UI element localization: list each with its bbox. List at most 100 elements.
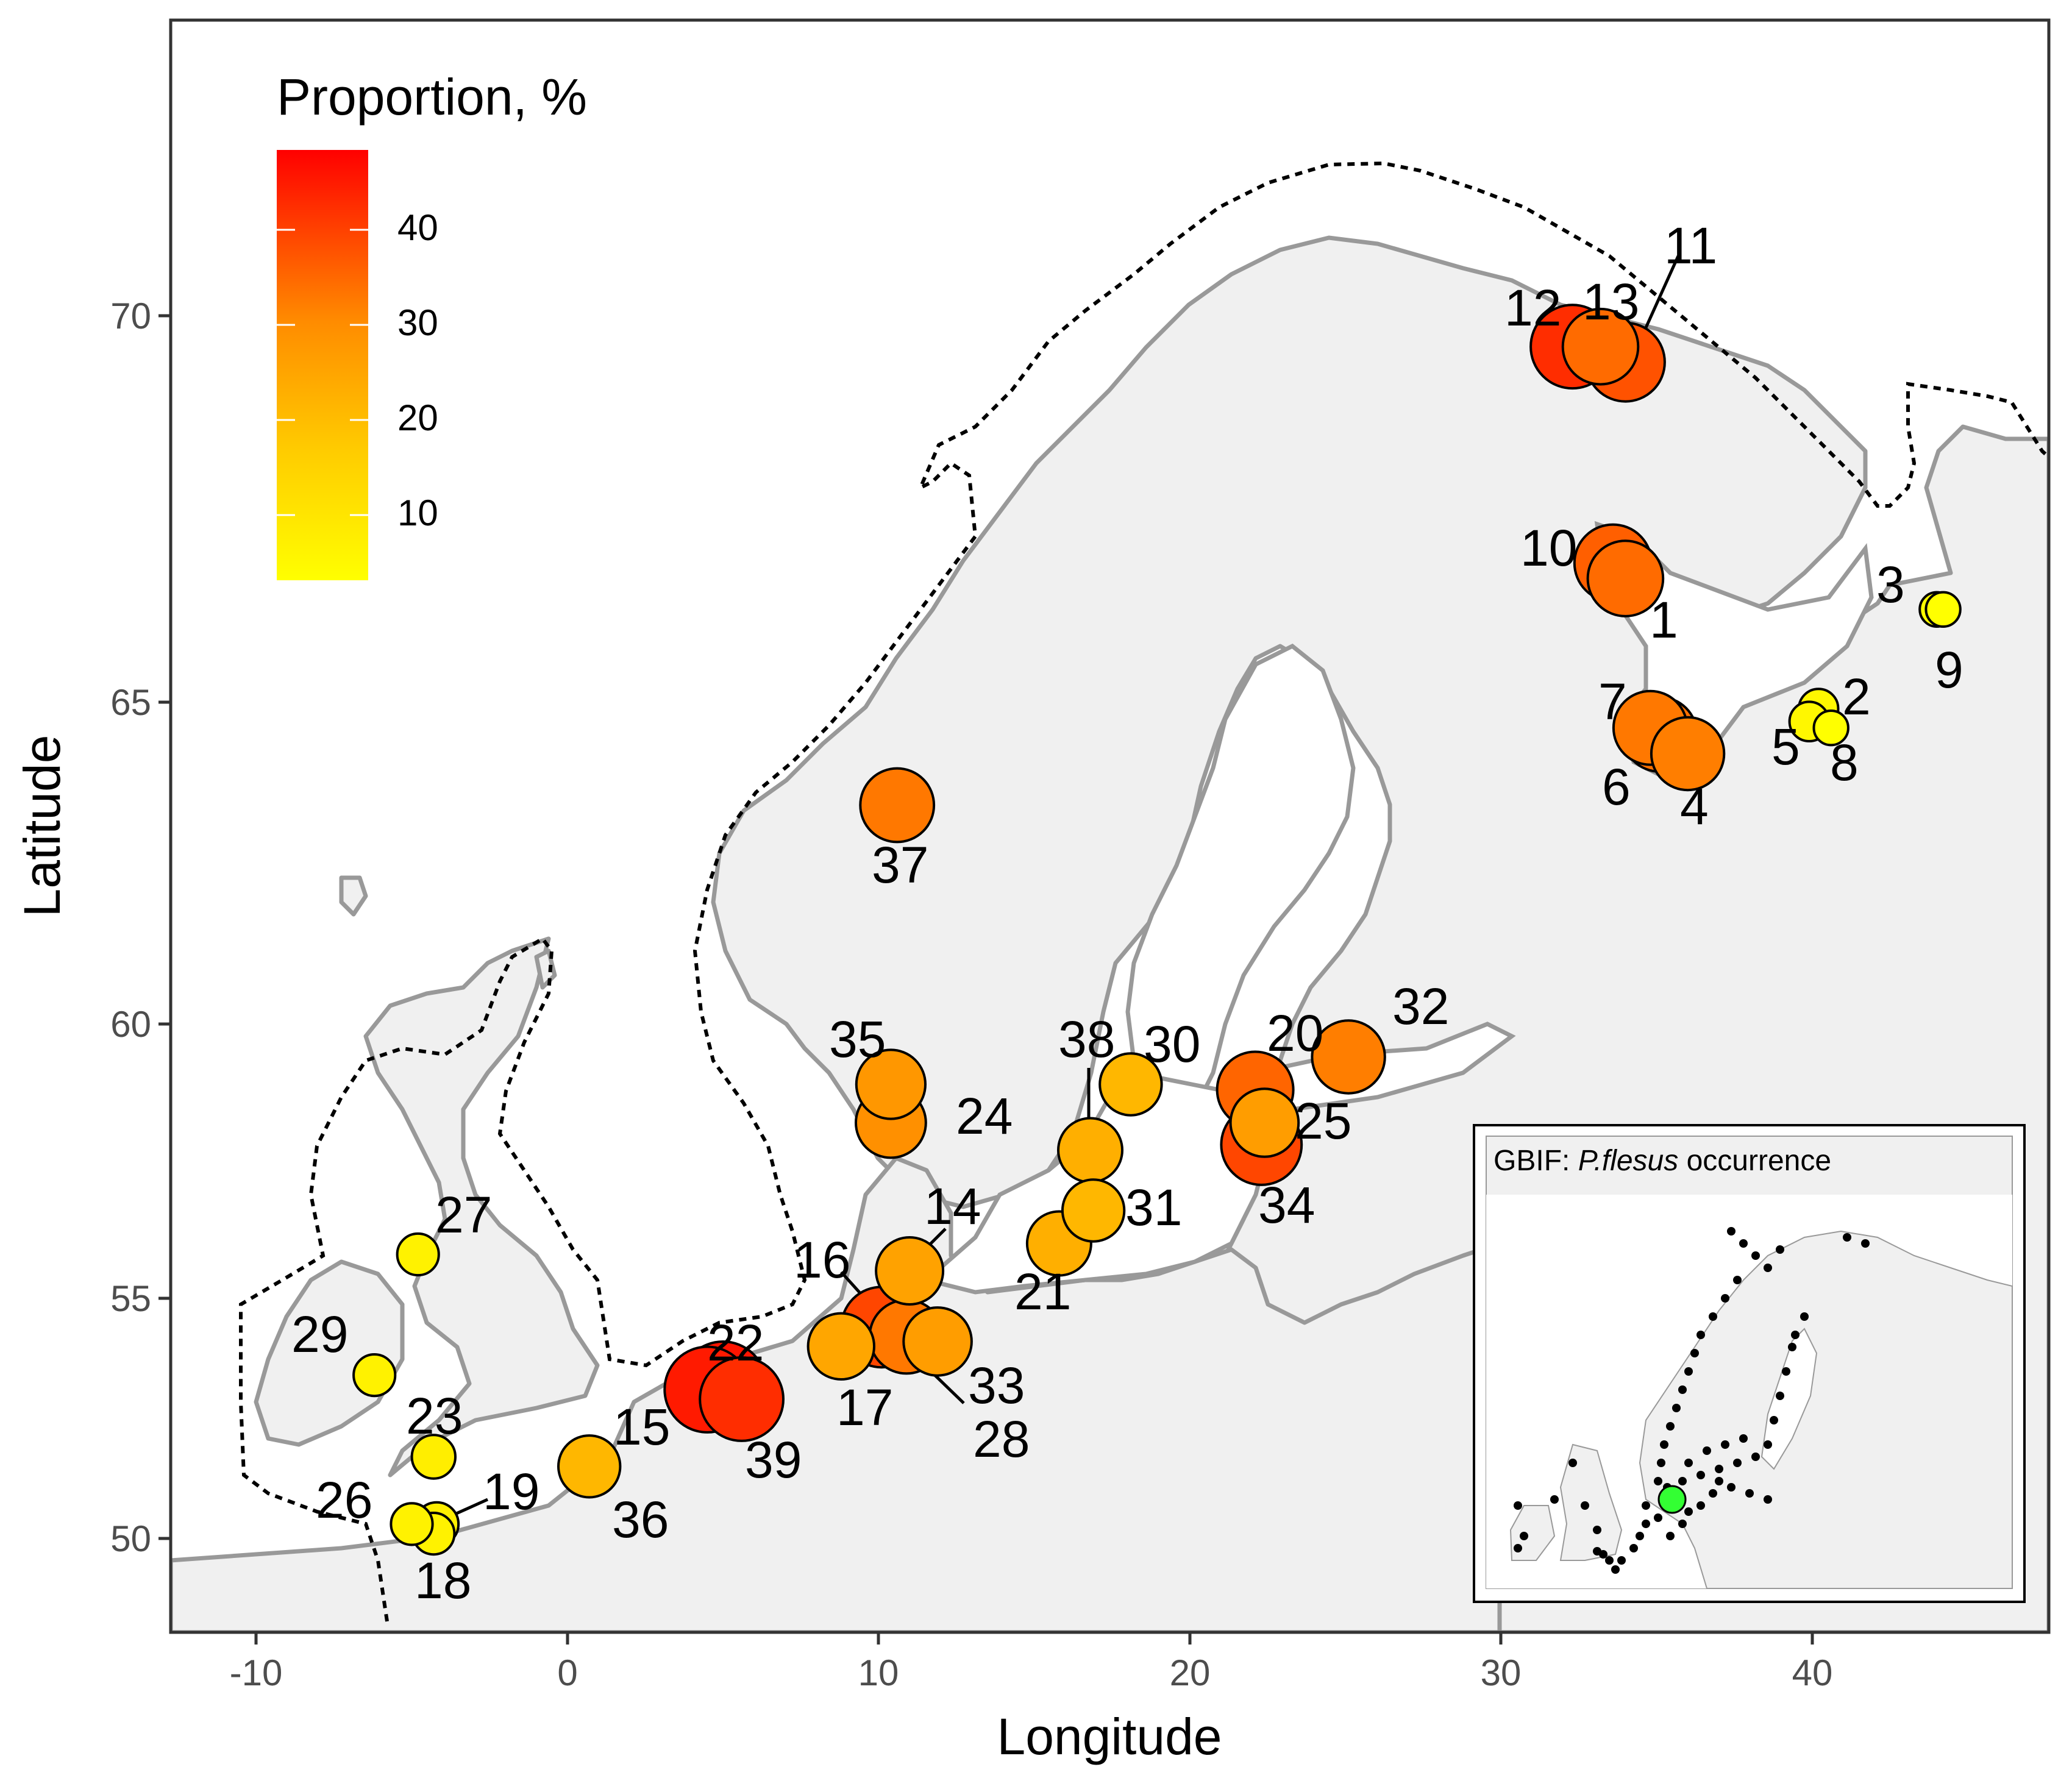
inset-title: GBIF: P.flesus occurrence	[1493, 1145, 1831, 1177]
label-5: 5	[1771, 718, 1800, 775]
x-tick-label-20: 20	[1170, 1652, 1211, 1693]
inset-occurrence-point	[1721, 1440, 1729, 1449]
inset-occurrence-point	[1776, 1392, 1784, 1400]
inset-occurrence-point	[1654, 1477, 1662, 1485]
inset-occurrence-point	[1733, 1276, 1742, 1284]
label-32: 32	[1392, 978, 1449, 1035]
label-33: 33	[968, 1357, 1025, 1414]
label-18: 18	[415, 1552, 471, 1609]
label-8: 8	[1830, 734, 1859, 791]
inset-scandinavia	[1639, 1230, 2012, 1588]
inset-occurrence-point	[1605, 1556, 1614, 1565]
site-point-23	[410, 1434, 457, 1480]
legend-ticks	[277, 229, 368, 516]
label-38: 38	[1058, 1011, 1115, 1068]
site-point-9	[1924, 591, 1962, 628]
label-9: 9	[1935, 641, 1963, 699]
site-point-36	[557, 1434, 622, 1499]
inset-occurrence-point	[1678, 1477, 1687, 1485]
label-10: 10	[1520, 519, 1577, 577]
color-legend: Proportion, % 40 30 20 10	[277, 68, 587, 580]
inset-occurrence-point	[1696, 1501, 1705, 1510]
point-labels: 1 2 3 4 5 6 7 8 9 10 11 12 13 14 15 16 1…	[291, 217, 1963, 1609]
inset-occurrence-point	[1764, 1495, 1772, 1504]
x-axis-title: Longitude	[997, 1708, 1222, 1765]
site-point-1	[1586, 539, 1665, 617]
inset-occurrence-point	[1709, 1312, 1717, 1321]
inset-occurrence-point	[1684, 1507, 1693, 1516]
site-point-32	[1311, 1019, 1386, 1095]
label-25: 25	[1295, 1092, 1351, 1150]
leader-19	[450, 1498, 489, 1518]
label-16: 16	[794, 1231, 850, 1289]
inset-occurrence-point	[1727, 1483, 1736, 1492]
y-tick-label-70: 70	[110, 296, 151, 336]
gulf-of-bothnia	[1125, 643, 1356, 1112]
label-4: 4	[1680, 778, 1709, 835]
site-point-33	[902, 1306, 973, 1377]
label-15: 15	[613, 1398, 670, 1456]
inset-occurrence-point	[1788, 1343, 1796, 1351]
site-point-26	[390, 1502, 434, 1546]
site-point-8	[1812, 709, 1849, 747]
inset-occurrence-point	[1642, 1520, 1650, 1528]
inset-occurrence-point	[1861, 1239, 1870, 1248]
inset-occurrence-point	[1550, 1495, 1559, 1504]
inset-occurrence-point	[1696, 1471, 1705, 1479]
x-tick-label-10: 10	[858, 1652, 899, 1693]
inset-occurrence-point	[1696, 1331, 1705, 1339]
label-11: 11	[1664, 217, 1717, 274]
inset-occurrence-point	[1568, 1459, 1577, 1467]
legend-tick-label-20: 20	[397, 397, 438, 438]
inset-occurrence-point	[1764, 1440, 1772, 1449]
inset-occurrence-point	[1715, 1477, 1723, 1485]
inset-occurrence-point	[1715, 1465, 1723, 1473]
inset-occurrence-point	[1791, 1331, 1800, 1339]
legend-tick-label-30: 30	[397, 302, 438, 343]
inset-occurrence-point	[1672, 1404, 1681, 1412]
inset-occurrence-point	[1727, 1227, 1736, 1236]
site-point-35	[855, 1048, 927, 1120]
inset-bothnia	[1760, 1328, 1818, 1470]
label-39: 39	[745, 1431, 802, 1488]
inset-occurrence-point	[1800, 1312, 1809, 1321]
inset-occurrence-point	[1745, 1489, 1754, 1498]
inset-content	[1486, 1195, 2012, 1588]
inset-occurrence-point	[1709, 1489, 1717, 1498]
inset-occurrence-point	[1629, 1544, 1638, 1552]
label-1: 1	[1650, 591, 1678, 649]
site-point-4	[1650, 716, 1726, 792]
site-point-30	[1098, 1052, 1163, 1117]
y-tick-label-60: 60	[110, 1004, 151, 1045]
inset-occurrence-point	[1703, 1446, 1711, 1455]
legend-colorbar	[277, 150, 368, 580]
legend-title: Proportion, %	[277, 68, 587, 126]
faroe-islands	[339, 875, 368, 917]
x-axis: -10 0 10 20 30 40 Longitude	[230, 1632, 1832, 1765]
points-layer	[352, 304, 1962, 1556]
y-axis-title: Latitude	[13, 735, 71, 917]
label-14: 14	[924, 1178, 981, 1235]
label-36: 36	[612, 1491, 669, 1548]
label-19: 19	[483, 1463, 539, 1520]
inset-occurrence-point	[1739, 1239, 1748, 1248]
site-point-27	[396, 1232, 440, 1277]
y-tick-label-55: 55	[110, 1278, 151, 1319]
label-31: 31	[1125, 1179, 1182, 1236]
label-13: 13	[1582, 273, 1639, 330]
inset-occurrence-point	[1654, 1513, 1662, 1522]
label-29: 29	[291, 1306, 348, 1363]
label-30: 30	[1144, 1015, 1200, 1073]
site-point-22	[699, 1356, 785, 1442]
y-tick-label-50: 50	[110, 1518, 151, 1559]
great-britain	[363, 936, 600, 1478]
inset-occurrence-point	[1733, 1459, 1742, 1467]
inset-occurrence-point	[1782, 1367, 1790, 1376]
site-point-14	[875, 1236, 945, 1306]
inset-occurrence-point	[1684, 1367, 1693, 1376]
legend-tick-label-40: 40	[397, 207, 438, 248]
inset-occurrence-point	[1770, 1416, 1778, 1424]
x-tick-label-0: 0	[557, 1652, 577, 1693]
label-21: 21	[1014, 1263, 1071, 1320]
inset-title-prefix: GBIF:	[1493, 1145, 1578, 1177]
